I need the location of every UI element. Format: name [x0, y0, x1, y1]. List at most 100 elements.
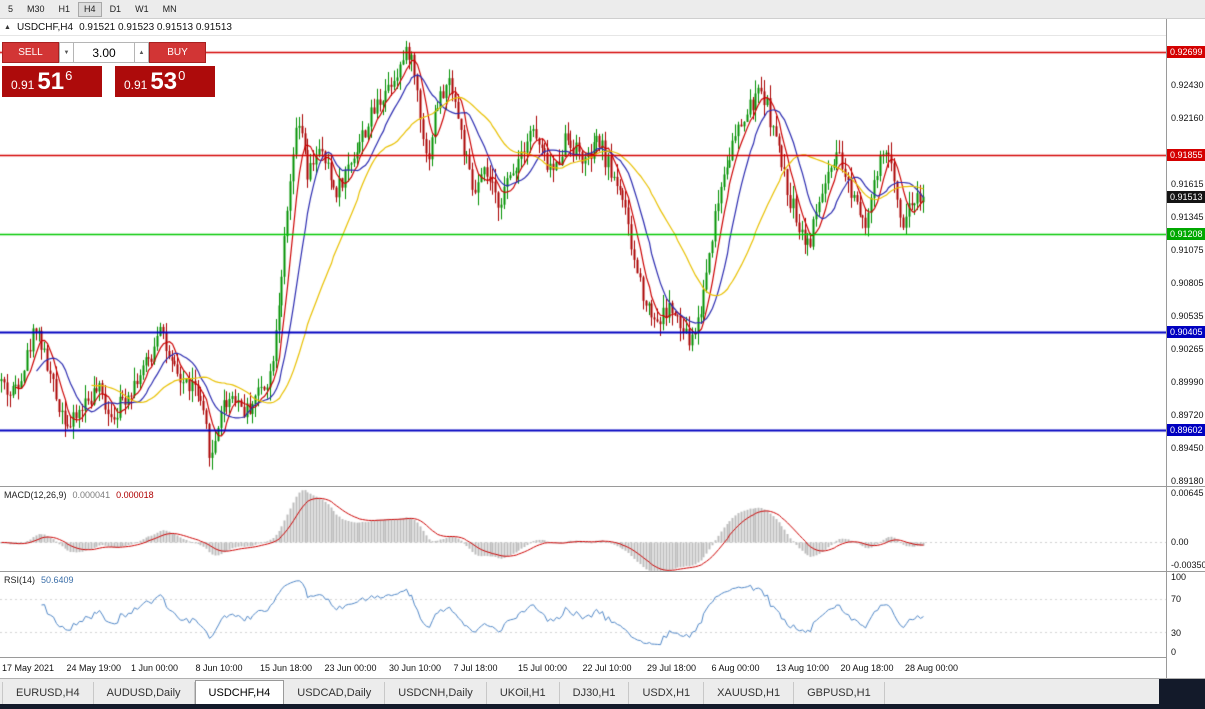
time-axis-label: 7 Jul 18:00 [453, 663, 498, 673]
time-axis-label: 15 Jun 18:00 [260, 663, 313, 673]
price-tick-label: 0.91075 [1171, 245, 1204, 256]
chart-tab-gbpusd-h1[interactable]: GBPUSD,H1 [794, 682, 885, 704]
one-click-trading-panel: SELL ▼ ▲ BUY 0.91 51 6 0.91 53 0 [2, 42, 215, 97]
price-tick-label: 0.90535 [1171, 310, 1204, 321]
rsi-header: RSI(14) 50.6409 [4, 575, 74, 585]
price-badge-0-92699: 0.92699 [1167, 46, 1205, 58]
timeframe-button-h4[interactable]: H4 [78, 1, 102, 17]
buy-price-pipette: 0 [178, 68, 186, 83]
macd-panel: MACD(12,26,9) 0.000041 0.000018 0.00645 0… [0, 486, 1205, 572]
chart-icon: ▲ [4, 23, 11, 31]
chart-tab-eurusd-h4[interactable]: EURUSD,H4 [2, 682, 94, 704]
time-axis-label: 24 May 19:00 [66, 663, 122, 673]
sell-price[interactable]: 0.91 51 6 [2, 66, 102, 97]
bottom-strip [0, 704, 1205, 709]
chart-tab-xauusd-h1[interactable]: XAUUSD,H1 [704, 682, 795, 704]
time-axis-label: 17 May 2021 [2, 663, 55, 673]
macd-value-signal: 0.000018 [116, 490, 154, 500]
volume-decrease-button[interactable]: ▼ [59, 42, 74, 63]
macd-label: MACD(12,26,9) [4, 490, 67, 500]
time-axis-label: 23 Jun 00:00 [324, 663, 377, 673]
rsi-value: 50.6409 [41, 575, 74, 585]
time-axis-label: 20 Aug 18:00 [840, 663, 894, 673]
price-axis[interactable]: 0.92430 0.92160 0.91615 0.91345 0.91075 0.908… [1167, 36, 1205, 486]
rsi-tick-label: 70 [1171, 593, 1182, 604]
time-axis-label: 8 Jun 10:00 [195, 663, 243, 673]
sell-button[interactable]: SELL [2, 42, 59, 63]
chart-tab-audusd-daily[interactable]: AUDUSD,Daily [93, 682, 195, 704]
price-badge-0-91855: 0.91855 [1167, 149, 1205, 161]
timeframe-button-w1[interactable]: W1 [129, 1, 155, 17]
price-tick-label: 0.89720 [1171, 410, 1204, 421]
volume-input[interactable] [74, 42, 134, 63]
price-tick-label: 0.89450 [1171, 443, 1204, 454]
macd-axis[interactable]: 0.00645 0.00 -0.00350 [1167, 487, 1205, 571]
time-axis-label: 28 Aug 00:00 [905, 663, 959, 673]
chart-tab-usdchf-h4[interactable]: USDCHF,H4 [194, 680, 285, 704]
sell-price-pipette: 6 [65, 68, 73, 83]
rsi-tick-label: 100 [1171, 572, 1187, 582]
chart-tab-usdx-h1[interactable]: USDX,H1 [629, 682, 705, 704]
chart-tab-dj30-h1[interactable]: DJ30,H1 [559, 682, 630, 704]
triangle-up-icon: ▲ [138, 49, 145, 56]
rsi-label: RSI(14) [4, 575, 36, 585]
price-tick-label: 0.89180 [1171, 476, 1204, 487]
chart-window: ▲ USDCHF,H4 0.91521 0.91523 0.91513 0.91… [0, 19, 1205, 678]
main-chart-panel: SELL ▼ ▲ BUY 0.91 51 6 0.91 53 0 [0, 36, 1205, 486]
price-chart-canvas[interactable] [0, 36, 1166, 486]
price-badge-0-90405: 0.90405 [1167, 326, 1205, 338]
timeframe-button-mn[interactable]: MN [156, 1, 183, 17]
rsi-tick-label: 30 [1171, 627, 1182, 638]
price-tick-label: 0.89990 [1171, 377, 1204, 388]
timeframe-button-m30[interactable]: M30 [21, 1, 51, 17]
price-badge-0-91513: 0.91513 [1167, 191, 1205, 203]
axis-separator [1166, 19, 1167, 678]
chart-tab-usdcnh-daily[interactable]: USDCNH,Daily [385, 682, 487, 704]
chart-ohlc-values: 0.91521 0.91523 0.91513 0.91513 [79, 21, 232, 33]
macd-canvas[interactable] [0, 488, 1166, 572]
buy-price[interactable]: 0.91 53 0 [115, 66, 215, 97]
timeframe-button-5[interactable]: 5 [2, 1, 20, 17]
sell-price-prefix: 0.91 [11, 78, 35, 92]
timeframe-button-h1[interactable]: H1 [52, 1, 77, 17]
macd-value-main: 0.000041 [72, 490, 111, 500]
time-axis-label: 15 Jul 00:00 [518, 663, 568, 673]
chart-title: USDCHF,H4 [16, 21, 74, 33]
volume-increase-button[interactable]: ▲ [134, 42, 149, 63]
macd-tick-label: -0.00350 [1171, 560, 1205, 570]
rsi-canvas[interactable] [0, 573, 1166, 658]
triangle-down-icon: ▼ [63, 49, 70, 56]
price-badge-0-89602: 0.89602 [1167, 424, 1205, 436]
rsi-axis[interactable]: 100 70 30 0 [1167, 572, 1205, 657]
macd-header: MACD(12,26,9) 0.000041 0.000018 [4, 490, 154, 500]
chart-tab-ukoil-h1[interactable]: UKOil,H1 [486, 682, 560, 704]
price-badge-0-91208: 0.91208 [1167, 228, 1205, 240]
time-axis-label: 6 Aug 00:00 [711, 663, 760, 673]
time-axis-label: 30 Jun 10:00 [389, 663, 442, 673]
chart-tab-usdcad-daily[interactable]: USDCAD,Daily [284, 682, 386, 704]
timeframe-button-d1[interactable]: D1 [103, 1, 128, 17]
price-tick-label: 0.91615 [1171, 179, 1204, 190]
sell-price-pips: 51 [37, 68, 65, 95]
macd-tick-label: 0.00645 [1171, 488, 1204, 498]
price-tick-label: 0.91345 [1171, 212, 1204, 223]
trade-prices-row: 0.91 51 6 0.91 53 0 [2, 66, 215, 97]
buy-price-pips: 53 [150, 68, 178, 95]
time-axis-label: 22 Jul 10:00 [582, 663, 632, 673]
buy-price-prefix: 0.91 [124, 78, 148, 92]
time-axis[interactable]: 17 May 2021 24 May 19:00 1 Jun 00:00 8 Jun … [0, 657, 1166, 678]
trade-controls-row: SELL ▼ ▲ BUY [2, 42, 215, 63]
price-tick-label: 0.92160 [1171, 112, 1204, 123]
macd-tick-label: 0.00 [1171, 537, 1189, 547]
chart-title-row: ▲ USDCHF,H4 0.91521 0.91523 0.91513 0.91… [0, 19, 1166, 36]
rsi-panel: RSI(14) 50.6409 100 70 30 0 [0, 571, 1205, 658]
rsi-tick-label: 0 [1171, 647, 1177, 657]
corner-block [1159, 679, 1205, 709]
time-axis-label: 1 Jun 00:00 [131, 663, 179, 673]
time-axis-label: 29 Jul 18:00 [647, 663, 697, 673]
chart-tabs-bar: EURUSD,H4 AUDUSD,Daily USDCHF,H4 USDCAD,Dai… [0, 678, 1205, 704]
price-tick-label: 0.90805 [1171, 277, 1204, 288]
timeframe-toolbar: 5 M30 H1 H4 D1 W1 MN [0, 0, 1205, 19]
buy-button[interactable]: BUY [149, 42, 206, 63]
